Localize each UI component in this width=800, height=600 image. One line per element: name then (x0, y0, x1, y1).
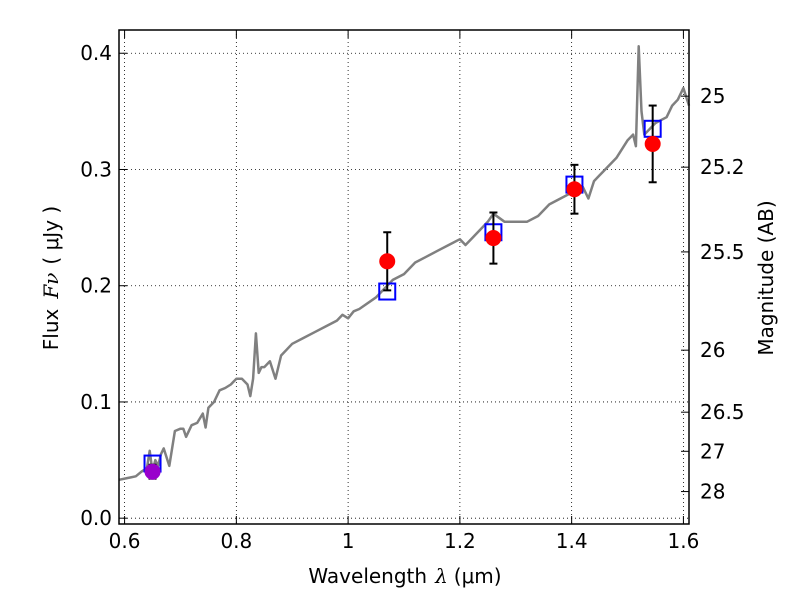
plot-frame (118, 29, 690, 525)
y-axis-title: Flux Fν ( μJy ) (39, 206, 63, 350)
data-point-marker (379, 253, 396, 270)
x-axis-title-text: Wavelength (308, 564, 427, 588)
y-tick-label: 0.0 (80, 506, 112, 530)
right-tick-label: 28 (700, 480, 725, 504)
x-axis-title-unit: (μm) (454, 564, 502, 588)
right-tick-label: 26 (700, 338, 725, 362)
right-tick-label: 25.2 (700, 155, 745, 179)
x-tick-label: 0.6 (109, 529, 141, 553)
right-tick-label: 26.5 (700, 400, 745, 424)
x-tick-label: 1.4 (556, 529, 588, 553)
x-tick-label: 1 (342, 529, 355, 553)
y-tick-label: 0.3 (80, 157, 112, 181)
data-points-series (144, 104, 661, 480)
y-axis-title-text: Flux (39, 308, 63, 350)
x-axis-title: Wavelength λ (μm) (308, 564, 501, 588)
data-point-marker (144, 463, 161, 480)
x-tick-label: 0.8 (220, 529, 252, 553)
grid (119, 30, 689, 524)
spectrum-line (118, 45, 691, 482)
data-point-marker (566, 181, 583, 198)
data-point-marker (644, 135, 661, 152)
right-axis-title: Magnitude (AB) (754, 200, 778, 355)
y-axis-title-unit: ( μJy ) (39, 206, 63, 265)
model-points-series (143, 119, 662, 473)
spectrum-series (118, 45, 691, 482)
x-axis-title-symbol: λ (434, 564, 448, 588)
right-tick-label: 27 (700, 439, 725, 463)
y-axis-title-symbol: Fν (39, 273, 63, 300)
y-tick-label: 0.2 (80, 274, 112, 298)
data-point-marker (485, 230, 502, 247)
y-tick-label: 0.4 (80, 41, 112, 65)
ticks: 0.6 0.8 1 1.2 1.4 1.6 0.0 0.1 0.2 0.3 0.4 25 25.2 25.… (80, 30, 745, 553)
right-tick-label: 25.5 (700, 240, 745, 264)
x-tick-label: 1.2 (444, 529, 476, 553)
x-tick-label: 1.6 (668, 529, 700, 553)
y-tick-label: 0.1 (80, 390, 112, 414)
right-tick-label: 25 (700, 84, 725, 108)
